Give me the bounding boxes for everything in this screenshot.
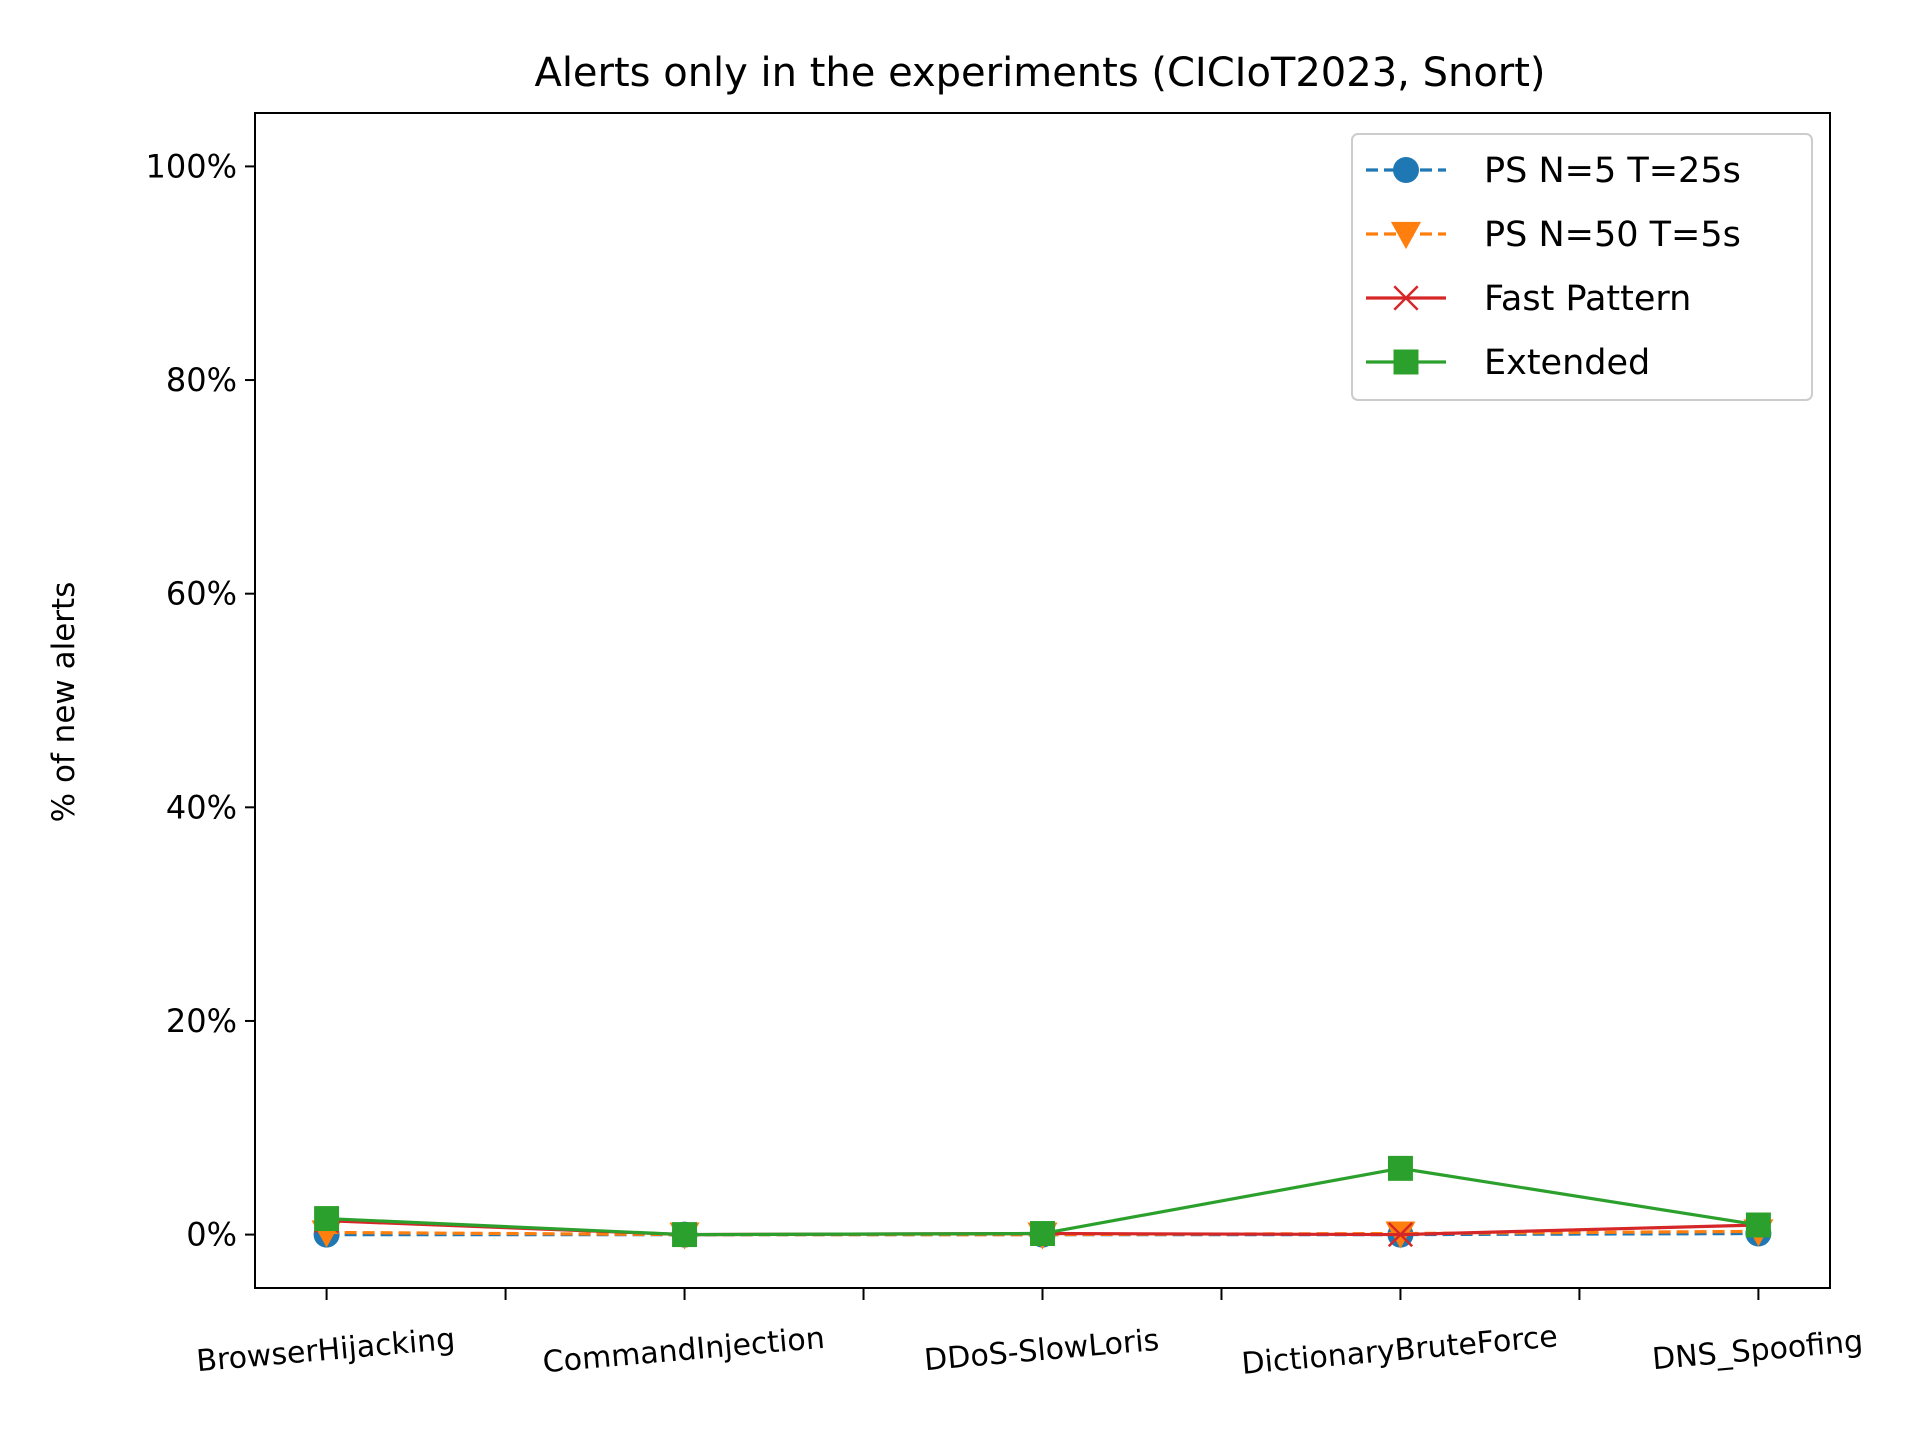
legend-marker <box>1393 285 1419 311</box>
legend-marker <box>1393 349 1419 375</box>
legend-entry: PS N=5 T=25s <box>1366 151 1741 191</box>
legend: PS N=5 T=25s PS N=50 T=5s Fast Pattern Exte… <box>1351 133 1813 401</box>
legend-entry: PS N=50 T=5s <box>1366 215 1741 255</box>
data-point <box>1387 1155 1413 1181</box>
x-tick-label: DDoS-SlowLoris <box>923 1323 1161 1378</box>
y-tick-label: 20% <box>166 1002 237 1040</box>
legend-frame <box>1351 133 1813 401</box>
y-tick-label: 40% <box>166 788 237 826</box>
data-point <box>672 1222 698 1248</box>
x-tick-label: DNS_Spoofing <box>1651 1324 1865 1377</box>
y-tick-label: 0% <box>186 1216 237 1254</box>
legend-label: PS N=5 T=25s <box>1484 151 1741 191</box>
y-tick-label: 100% <box>146 147 237 185</box>
legend-entry: Fast Pattern <box>1366 279 1691 319</box>
y-axis: 0% 20% 40% 60% 80% 100% <box>146 147 255 1254</box>
series-3 <box>314 1155 1771 1248</box>
legend-marker <box>1390 221 1422 250</box>
legend-label: Fast Pattern <box>1484 279 1691 319</box>
y-axis-label: % of new alerts <box>46 582 82 823</box>
y-tick-label: 80% <box>166 361 237 399</box>
legend-entry: Extended <box>1366 343 1650 383</box>
legend-label: PS N=50 T=5s <box>1484 215 1741 255</box>
y-tick-label: 60% <box>166 575 237 613</box>
data-point <box>1030 1221 1055 1247</box>
x-axis: BrowserHijacking CommandInjection DDoS-Slo… <box>195 1288 1864 1382</box>
data-point <box>1745 1212 1771 1238</box>
legend-label: Extended <box>1484 343 1650 383</box>
chart-title: Alerts only in the experiments (CICIoT20… <box>534 50 1545 96</box>
data-point <box>314 1206 340 1232</box>
x-tick-label: CommandInjection <box>541 1321 826 1381</box>
plot-area-frame <box>254 112 1831 1289</box>
series-layer <box>311 1155 1774 1250</box>
x-tick-label: BrowserHijacking <box>195 1322 457 1379</box>
x-tick-label: DictionaryBruteForce <box>1240 1319 1559 1382</box>
data-point <box>1387 1222 1414 1248</box>
legend-marker <box>1393 157 1419 183</box>
